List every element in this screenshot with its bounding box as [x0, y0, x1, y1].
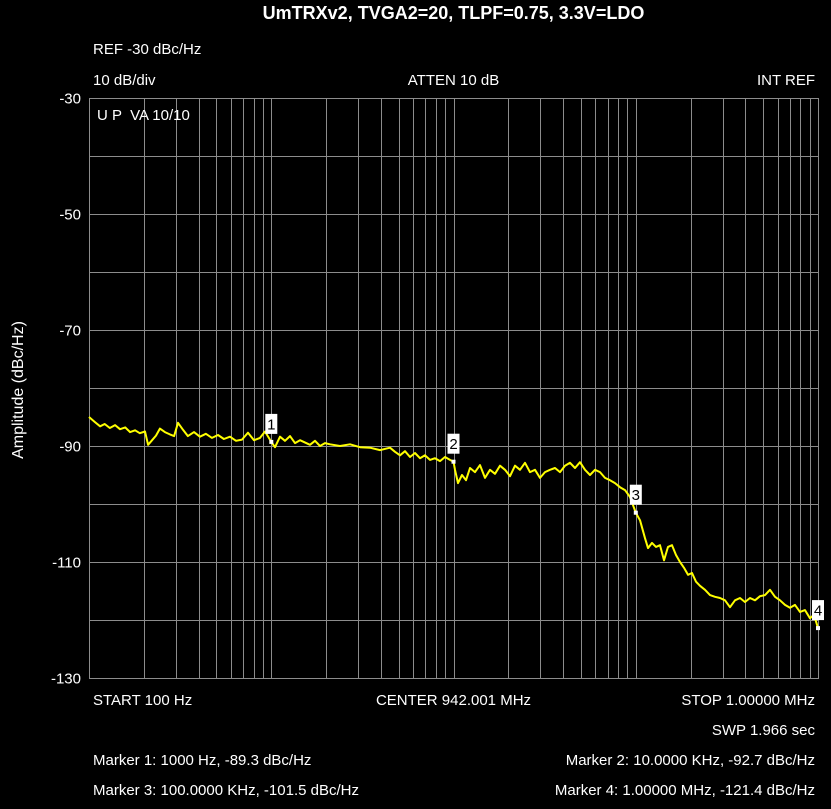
marker-point — [269, 439, 274, 444]
marker-readout-4: Marker 4: 1.00000 MHz, -121.4 dBc/Hz — [554, 782, 815, 799]
marker-4: 4 — [812, 600, 824, 631]
marker-flag — [629, 484, 642, 505]
grid — [89, 98, 819, 679]
attenuation: ATTEN 10 dB — [407, 72, 500, 89]
reference-level: REF -30 dBc/Hz — [93, 41, 202, 58]
y-tick-label: -110 — [52, 554, 81, 571]
marker-readout-1: Marker 1: 1000 Hz, -89.3 dBc/Hz — [93, 752, 312, 769]
marker-point — [816, 626, 820, 631]
marker-flag — [447, 433, 460, 454]
marker-readout-2: Marker 2: 10.0000 KHz, -92.7 dBc/Hz — [565, 752, 815, 769]
marker-label: 4 — [814, 603, 822, 620]
marker-1: 1 — [265, 413, 278, 444]
sweep-time: SWP 1.966 sec — [711, 722, 815, 739]
y-tick-label: -130 — [51, 670, 81, 687]
marker-point — [451, 459, 456, 464]
y-tick-label: -30 — [59, 90, 81, 107]
reference-source: INT REF — [756, 72, 815, 89]
marker-2: 2 — [447, 433, 460, 464]
center-frequency: CENTER 942.001 MHz — [375, 692, 532, 709]
series-line-0 — [88, 416, 819, 629]
marker-label: 2 — [449, 436, 457, 453]
y-axis-label: Amplitude (dBc/Hz) — [10, 321, 27, 459]
marker-flag — [812, 600, 824, 621]
scale-per-division: 10 dB/div — [93, 72, 156, 89]
y-tick-label: -70 — [59, 322, 81, 339]
start-frequency: START 100 Hz — [93, 692, 193, 709]
marker-label: 3 — [632, 487, 640, 504]
display-mode: U P VA 10/10 — [97, 107, 190, 124]
marker-3: 3 — [629, 484, 642, 515]
marker-readout-3: Marker 3: 100.0000 KHz, -101.5 dBc/Hz — [93, 782, 359, 799]
marker-flag — [265, 413, 278, 434]
marker-label: 1 — [267, 416, 275, 433]
stop-frequency: STOP 1.00000 MHz — [681, 692, 815, 709]
chart-title: UmTRXv2, TVGA2=20, TLPF=0.75, 3.3V=LDO — [262, 3, 645, 23]
y-tick-label: -90 — [59, 438, 81, 455]
marker-point — [633, 510, 638, 515]
y-tick-label: -50 — [59, 206, 81, 223]
plot-border — [89, 98, 819, 679]
